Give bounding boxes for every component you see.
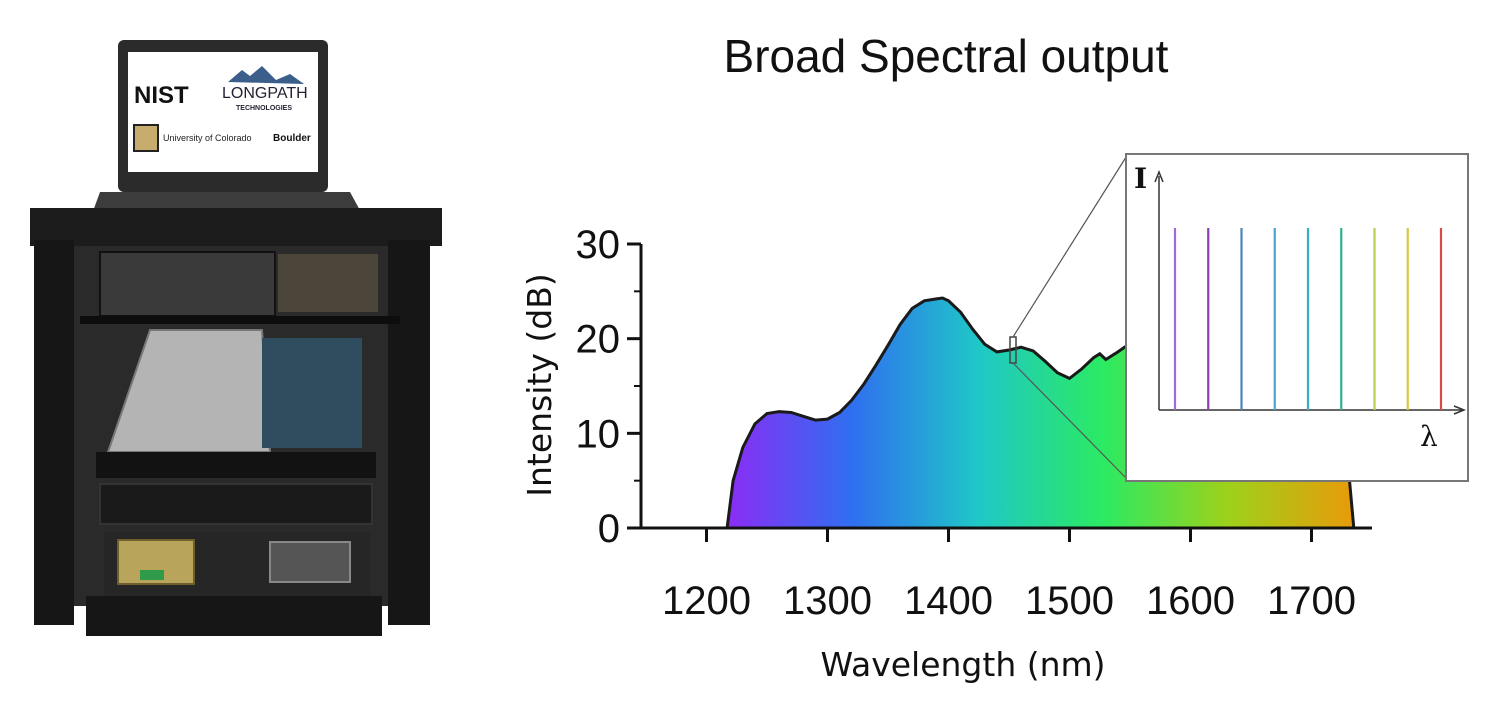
x-tick-label: 1400 bbox=[904, 579, 993, 623]
y-tick-label: 20 bbox=[576, 318, 621, 362]
y-tick-label: 0 bbox=[598, 507, 620, 551]
zoom-line-top bbox=[1013, 154, 1128, 337]
rack-right-post bbox=[388, 240, 430, 625]
x-tick-label: 1600 bbox=[1146, 579, 1235, 623]
inset-y-label: I bbox=[1134, 162, 1147, 195]
x-axis-label: Wavelength (nm) bbox=[820, 645, 1105, 684]
inset-panel bbox=[1126, 154, 1468, 481]
longpath-subtitle: TECHNOLOGIES bbox=[236, 105, 292, 112]
shelf-3 bbox=[100, 484, 372, 524]
x-tick-label: 1500 bbox=[1025, 579, 1114, 623]
psu-unit bbox=[270, 542, 350, 582]
x-tick-label: 1700 bbox=[1267, 579, 1356, 623]
x-ticks: 1200 1300 1400 1500 1600 1700 bbox=[662, 528, 1356, 623]
spectral-chart: Broad Spectral output 0 10 20 30 1200 1300 14… bbox=[470, 0, 1500, 719]
instrument-rack-photo: NIST LONGPATH TECHNOLOGIES University of… bbox=[0, 0, 470, 719]
x-tick-label: 1200 bbox=[662, 579, 751, 623]
cu-logo-boulder: Boulder bbox=[273, 133, 311, 144]
cu-logo bbox=[134, 125, 158, 151]
nist-logo: NIST bbox=[134, 82, 189, 109]
laptop-display bbox=[128, 52, 318, 172]
top-fiber-bundle bbox=[278, 254, 378, 312]
fiber-components bbox=[262, 338, 362, 448]
longpath-logo: LONGPATH bbox=[222, 85, 308, 102]
y-tick-label: 30 bbox=[576, 223, 621, 267]
y-axis-label: Intensity (dB) bbox=[520, 273, 559, 496]
inset-x-label: λ bbox=[1420, 420, 1438, 453]
green-terminal bbox=[140, 570, 164, 580]
shelf-2 bbox=[96, 452, 376, 478]
rack-base bbox=[86, 596, 382, 636]
cu-logo-text: University of Colorado bbox=[163, 133, 252, 143]
top-chassis bbox=[100, 252, 275, 316]
rack-top bbox=[30, 208, 442, 246]
shelf-1 bbox=[80, 316, 400, 324]
chart-title: Broad Spectral output bbox=[724, 30, 1169, 82]
rack-left-post bbox=[34, 240, 74, 625]
y-ticks: 0 10 20 30 bbox=[576, 223, 642, 551]
x-tick-label: 1300 bbox=[783, 579, 872, 623]
y-tick-label: 10 bbox=[576, 412, 621, 456]
